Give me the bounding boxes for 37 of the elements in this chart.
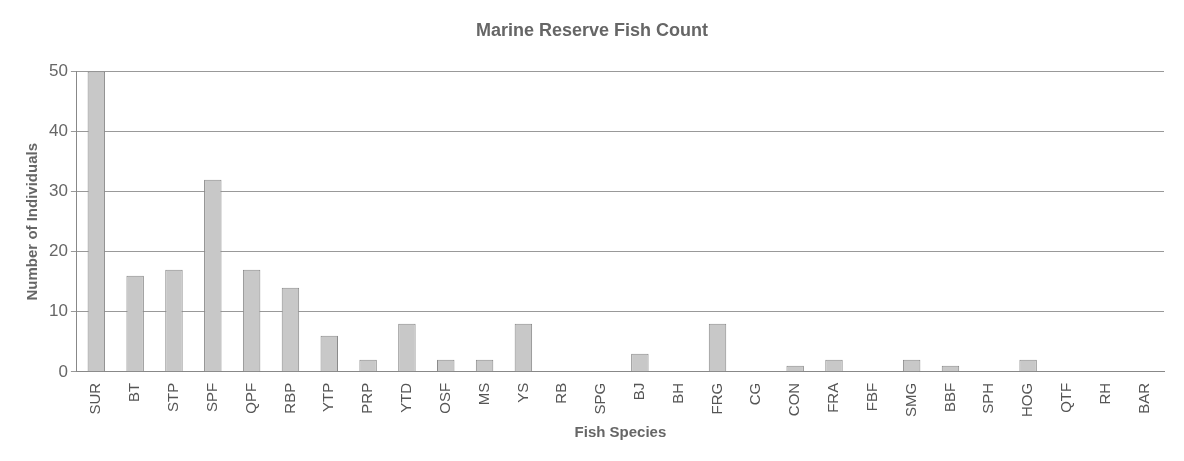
x-tick-label: OSF bbox=[435, 382, 453, 414]
x-tick-label: FBF bbox=[862, 382, 880, 412]
x-tick-label: BT bbox=[125, 382, 143, 402]
x-tick-label: BJ bbox=[630, 382, 648, 401]
y-tick-label: 40 bbox=[48, 121, 68, 141]
x-tick-label: SUR bbox=[86, 382, 104, 415]
y-tick-label: 30 bbox=[48, 181, 68, 201]
x-tick-label: FRG bbox=[707, 382, 725, 415]
x-tick-label: RH bbox=[1095, 382, 1113, 405]
x-tick-label: SMG bbox=[901, 382, 919, 417]
x-tick-label: FRA bbox=[824, 382, 842, 413]
x-tick-label: YTP bbox=[319, 382, 337, 413]
x-tick-label: SPF bbox=[202, 382, 220, 413]
x-tick-label: RB bbox=[552, 382, 570, 404]
x-tick-label: STP bbox=[164, 382, 182, 413]
y-axis-title: Number of Individuals bbox=[23, 142, 41, 301]
chart-title: Marine Reserve Fish Count bbox=[475, 19, 709, 40]
y-tick-label: 50 bbox=[48, 61, 68, 81]
x-tick-label: MS bbox=[474, 382, 492, 406]
y-tick-label: 10 bbox=[48, 301, 68, 321]
x-tick-label: BAR bbox=[1134, 382, 1152, 414]
x-tick-label: CG bbox=[746, 382, 764, 406]
x-tick-label: YS bbox=[513, 382, 531, 403]
x-tick-label: CON bbox=[785, 382, 803, 417]
x-axis-title: Fish Species bbox=[574, 423, 667, 441]
x-tick-label: PRP bbox=[358, 382, 376, 414]
x-tick-label: QPF bbox=[241, 382, 259, 414]
y-tick-label: 0 bbox=[58, 361, 68, 381]
x-tick-label: SPG bbox=[591, 382, 609, 415]
x-tick-label: QTF bbox=[1057, 382, 1075, 413]
x-tick-label: YTD bbox=[397, 382, 415, 413]
x-tick-label: RBP bbox=[280, 382, 298, 414]
x-tick-label: BH bbox=[668, 382, 686, 404]
x-tick-label: BBF bbox=[940, 382, 958, 413]
x-tick-label: HOG bbox=[1018, 382, 1036, 417]
y-tick-label: 20 bbox=[48, 241, 68, 261]
x-tick-label: SPH bbox=[979, 382, 997, 414]
